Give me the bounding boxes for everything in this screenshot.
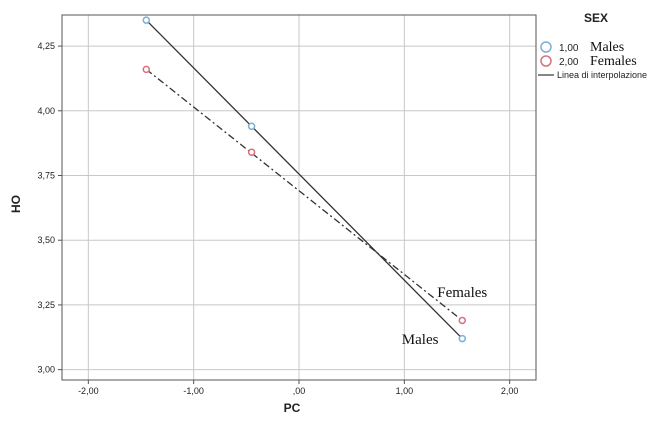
legend-code-males: 1,00 (559, 43, 579, 54)
annotation-males: Males (402, 332, 439, 348)
data-points (142, 16, 467, 343)
x-tick-label: -2,00 (78, 386, 99, 396)
legend-title: SEX (584, 11, 608, 25)
point-females (247, 148, 256, 156)
point-females (142, 65, 151, 74)
y-tick-label: 4,25 (37, 41, 55, 51)
legend-label-fit-line: Linea di interpolazione (557, 70, 647, 80)
x-tick-label: 2,00 (501, 386, 519, 396)
fit-line-males (145, 19, 463, 340)
legend-label-males: Males (590, 40, 624, 55)
fit-line-females (145, 68, 463, 321)
point-males (247, 122, 256, 131)
y-tick-label: 3,00 (37, 365, 55, 375)
legend-label-females: Females (590, 54, 637, 69)
legend-marker-females (540, 55, 552, 67)
x-tick-label: ,00 (293, 386, 306, 396)
x-axis-title: PC (284, 401, 301, 415)
point-females (458, 316, 467, 325)
x-tick-label: 1,00 (396, 386, 414, 396)
axis-ticks: -2,00 -1,00 ,00 1,00 2,00 3,00 3,25 3,50 3,75 4,0… (37, 41, 518, 396)
y-tick-label: 3,50 (37, 235, 55, 245)
point-males (142, 16, 151, 24)
y-tick-label: 3,75 (37, 170, 55, 180)
legend: SEX 1,00 Males 2,00 Females Linea di int… (538, 11, 647, 80)
y-axis-title: HO (9, 195, 23, 213)
legend-code-females: 2,00 (559, 57, 579, 68)
grid (62, 15, 536, 380)
y-tick-label: 4,00 (37, 106, 55, 116)
y-tick-label: 3,25 (37, 300, 55, 310)
annotation-females: Females (437, 285, 487, 301)
x-tick-label: -1,00 (183, 386, 204, 396)
legend-marker-males (540, 41, 552, 53)
point-males (458, 334, 467, 343)
regression-lines (145, 19, 463, 340)
